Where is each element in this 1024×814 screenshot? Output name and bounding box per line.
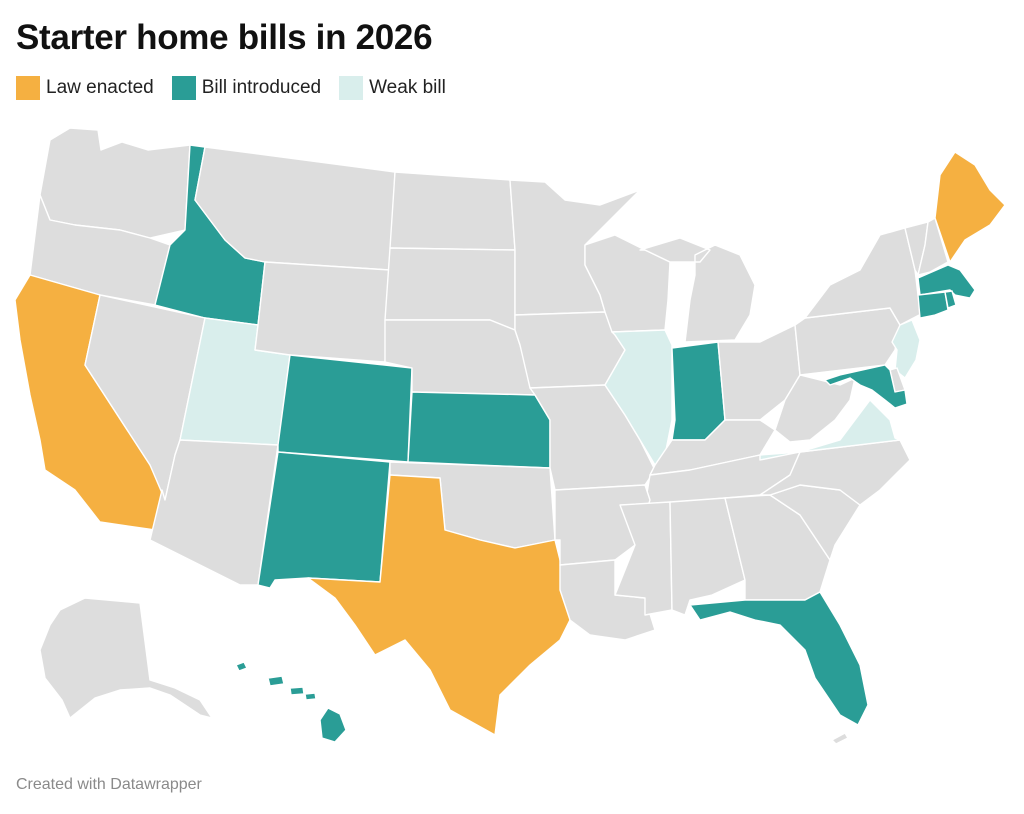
state-louisiana[interactable]	[559, 559, 656, 641]
state-washington[interactable]	[39, 127, 191, 239]
legend-swatch-bill-introduced	[171, 76, 196, 100]
state-colorado[interactable]	[277, 354, 413, 463]
state-michigan[interactable]	[639, 237, 756, 343]
state-hawaii-5[interactable]	[319, 707, 347, 743]
legend-swatch-law-enacted	[16, 76, 40, 100]
state-south-dakota[interactable]	[384, 247, 516, 331]
state-new-jersey[interactable]	[891, 319, 921, 379]
us-map-svg	[14, 127, 1006, 745]
state-virginia[interactable]	[759, 399, 901, 461]
us-map	[0, 110, 1024, 760]
legend: Law enacted Bill introduced Weak bill	[16, 76, 464, 100]
legend-item-bill-introduced: Bill introduced	[171, 76, 322, 100]
state-kentucky[interactable]	[649, 419, 776, 476]
credit-line: Created with Datawrapper	[16, 776, 202, 793]
legend-swatch-weak-bill	[339, 76, 364, 100]
state-hawaii-3[interactable]	[289, 686, 305, 696]
legend-label-bill-introduced: Bill introduced	[201, 77, 322, 98]
state-wyoming[interactable]	[254, 261, 391, 363]
state-maine[interactable]	[934, 151, 1006, 263]
state-north-carolina[interactable]	[759, 439, 911, 506]
state-kansas[interactable]	[407, 391, 551, 469]
legend-label-weak-bill: Weak bill	[369, 77, 446, 98]
state-indiana[interactable]	[671, 341, 726, 441]
state-florida[interactable]	[689, 591, 869, 726]
state-north-dakota[interactable]	[389, 171, 516, 251]
state-connecticut[interactable]	[917, 291, 949, 319]
state-hawaii-1[interactable]	[235, 661, 248, 672]
legend-item-law-enacted: Law enacted	[16, 76, 154, 100]
state-illinois[interactable]	[604, 329, 673, 466]
state-new-york[interactable]	[804, 227, 926, 326]
state-alaska[interactable]	[39, 597, 213, 719]
legend-item-weak-bill: Weak bill	[339, 76, 446, 100]
state-maryland[interactable]	[824, 364, 908, 409]
state-florida-keys[interactable]	[831, 732, 849, 745]
state-new-mexico[interactable]	[257, 451, 391, 589]
state-texas[interactable]	[307, 474, 571, 736]
state-rhode-island[interactable]	[944, 290, 957, 309]
state-hawaii-2[interactable]	[267, 675, 285, 687]
state-hawaii-4[interactable]	[304, 692, 317, 701]
legend-label-law-enacted: Law enacted	[46, 77, 154, 98]
chart-title: Starter home bills in 2026	[16, 18, 433, 57]
